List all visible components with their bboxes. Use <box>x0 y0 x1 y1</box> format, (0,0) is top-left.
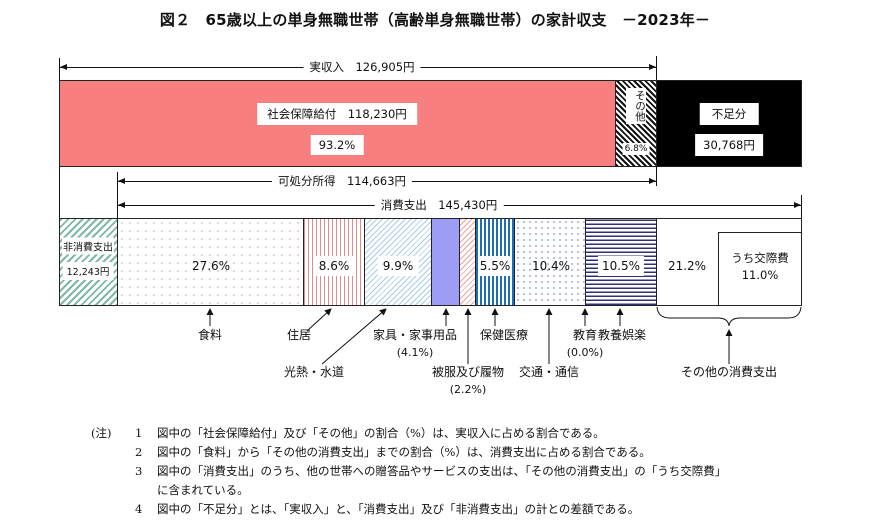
deficit-label: 不足分 <box>699 103 759 125</box>
note-text: に含まれている。 <box>157 483 249 497</box>
other-income-label: その他 <box>626 88 646 124</box>
other-consumption-pct: 21.2% <box>667 259 707 273</box>
category-clothing-pct: (2.2%) <box>449 383 487 396</box>
food-segment <box>117 218 304 306</box>
category-furniture-pct: (4.1%) <box>396 346 434 359</box>
note-row: 4 図中の「不足分」とは、「実収入」と、「消費支出」及び「非消費支出」の計との差… <box>91 500 726 519</box>
non-consumption-value: 12,243円 <box>62 262 114 280</box>
left-connector-line <box>59 166 60 218</box>
housing-pct: 8.6% <box>314 256 354 276</box>
category-clothing: 被服及び履物 <box>431 365 505 379</box>
note-text: 図中の「不足分」とは、「実収入」と、「消費支出」及び「非消費支出」の計との差額で… <box>157 502 640 516</box>
category-education-pct: (0.0%) <box>566 346 604 359</box>
arrow-right-icon <box>649 178 656 184</box>
note-text: 図中の「消費支出」のうち、他の世帯への贈答品やサービスの支出は、「その他の消費支… <box>157 464 727 478</box>
non-consumption-label: 非消費支出 <box>62 237 114 255</box>
category-education: 教育 <box>572 328 598 342</box>
category-other-consumption: その他の消費支出 <box>680 365 778 379</box>
culture-pct: 10.5% <box>597 256 645 276</box>
social-security-pct: 93.2% <box>310 135 364 155</box>
note-number <box>135 481 157 500</box>
note-row: に含まれている。 <box>91 481 726 500</box>
note-row: 3 図中の「消費支出」のうち、他の世帯への贈答品やサービスの支出は、「その他の消… <box>91 462 726 481</box>
note-number: 2 <box>135 445 143 459</box>
note-number: 3 <box>135 464 143 478</box>
note-text: 図中の「社会保障給付」及び「その他」の割合（%）は、実収入に占める割合である。 <box>157 426 605 440</box>
category-food: 食料 <box>197 328 223 342</box>
furniture-segment <box>431 218 460 306</box>
transport-pct: 10.4% <box>531 259 571 273</box>
disposable-income-label: 可処分所得 114,663円 <box>271 173 413 189</box>
category-culture: 教養娯楽 <box>597 328 647 342</box>
consumption-label: 消費支出 145,430円 <box>374 197 504 213</box>
category-housing: 住居 <box>286 328 312 342</box>
actual-income-left-tick <box>59 58 60 80</box>
arrow-right-icon <box>794 202 801 208</box>
note-row: 2 図中の「食料」から「その他の消費支出」までの割合（%）は、消費支出に占める割… <box>91 443 726 462</box>
pointer-arrows <box>206 306 802 365</box>
note-text: 図中の「食料」から「その他の消費支出」までの割合（%）は、消費支出に占める割合で… <box>157 445 651 459</box>
note-number: 4 <box>135 502 143 516</box>
note-number: 1 <box>135 426 143 440</box>
disposable-right-tick <box>656 166 657 186</box>
other-income-pct: 6.8% <box>622 143 650 155</box>
utilities-pct: 9.9% <box>377 256 419 276</box>
social-security-label: 社会保障給付 118,230円 <box>257 103 417 125</box>
arrow-right-icon <box>649 64 656 70</box>
note-row: (注) 1 図中の「社会保障給付」及び「その他」の割合（%）は、実収入に占める割… <box>91 424 726 443</box>
chart-title: 図２ 65歳以上の単身無職世帯（高齢単身無職世帯）の家計収支 －2023年－ <box>159 11 711 29</box>
transport-segment <box>514 218 586 306</box>
category-furniture: 家具・家事用品 <box>372 328 458 342</box>
disposable-left-tick <box>117 172 118 218</box>
notes-mark: (注) <box>91 426 112 440</box>
category-health: 保健医療 <box>479 328 529 342</box>
arrow-left-icon <box>118 202 125 208</box>
food-pct: 27.6% <box>191 259 231 273</box>
consumption-right-tick <box>801 195 802 218</box>
health-pct: 5.5% <box>478 256 512 276</box>
actual-income-right-tick <box>656 56 657 80</box>
social-expenses-pct: 11.0% <box>741 268 779 282</box>
social-expenses-label: うち交際費 <box>731 251 789 265</box>
arrow-left-icon <box>60 64 67 70</box>
actual-income-label: 実収入 126,905円 <box>303 59 421 75</box>
social-expenses-box <box>718 232 802 306</box>
category-transport: 交通・通信 <box>518 365 580 379</box>
deficit-value: 30,768円 <box>695 134 763 156</box>
arrow-left-icon <box>118 178 125 184</box>
category-utilities: 光熱・水道 <box>283 365 345 379</box>
notes-section: (注) 1 図中の「社会保障給付」及び「その他」の割合（%）は、実収入に占める割… <box>91 424 726 519</box>
